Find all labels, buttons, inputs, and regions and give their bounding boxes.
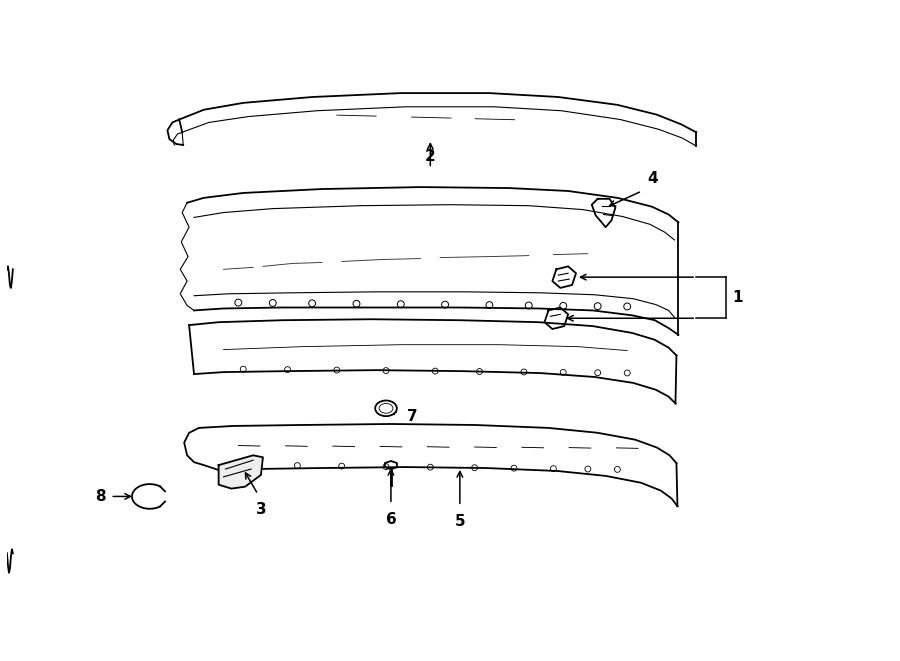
Text: 6: 6	[385, 512, 396, 527]
Text: 4: 4	[647, 171, 658, 186]
Text: 5: 5	[454, 514, 465, 529]
Text: 2: 2	[425, 149, 436, 163]
Text: 8: 8	[94, 489, 105, 504]
Polygon shape	[219, 455, 263, 488]
Text: 1: 1	[733, 290, 743, 305]
Text: 3: 3	[256, 502, 266, 518]
Text: 7: 7	[407, 408, 418, 424]
Ellipse shape	[375, 401, 397, 416]
Ellipse shape	[379, 403, 393, 413]
